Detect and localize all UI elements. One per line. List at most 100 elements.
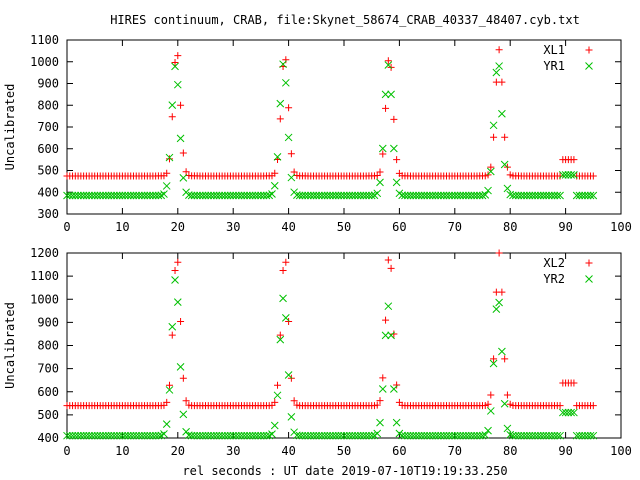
data-point bbox=[281, 313, 290, 322]
data-point bbox=[348, 431, 357, 440]
y-tick-label: 700 bbox=[37, 362, 59, 376]
data-point bbox=[384, 61, 393, 69]
data-point bbox=[179, 149, 187, 157]
data-point bbox=[276, 115, 284, 123]
data-point bbox=[110, 431, 118, 440]
data-point bbox=[99, 431, 107, 440]
data-point bbox=[63, 431, 71, 440]
data-point bbox=[271, 169, 279, 177]
data-point bbox=[223, 431, 232, 440]
data-point bbox=[359, 431, 368, 440]
data-point bbox=[381, 90, 390, 99]
data-point bbox=[79, 191, 88, 200]
data-point bbox=[107, 431, 116, 440]
data-point bbox=[96, 191, 105, 200]
x-tick-label: 70 bbox=[448, 444, 462, 458]
data-point bbox=[251, 431, 260, 440]
data-point bbox=[384, 57, 392, 65]
data-point bbox=[473, 431, 481, 440]
data-point bbox=[115, 431, 124, 440]
y-axis-label: Uncalibrated bbox=[3, 302, 17, 389]
data-point bbox=[556, 191, 564, 200]
data-point bbox=[403, 431, 412, 440]
data-point bbox=[187, 431, 196, 440]
data-point bbox=[331, 431, 340, 440]
data-point bbox=[160, 430, 168, 438]
data-point bbox=[137, 431, 146, 440]
data-point bbox=[412, 191, 420, 200]
data-point bbox=[165, 386, 174, 394]
data-point bbox=[393, 156, 401, 164]
data-point bbox=[209, 191, 218, 200]
data-point bbox=[193, 431, 202, 440]
legend-marker bbox=[585, 46, 593, 54]
data-point bbox=[439, 431, 448, 440]
data-point bbox=[245, 191, 254, 200]
data-point bbox=[353, 191, 362, 200]
data-point bbox=[564, 170, 573, 179]
data-point bbox=[229, 431, 238, 440]
data-point bbox=[237, 191, 246, 200]
data-point bbox=[522, 191, 531, 200]
data-point bbox=[500, 160, 509, 169]
data-point bbox=[382, 104, 390, 112]
data-point bbox=[509, 431, 517, 440]
y-tick-label: 400 bbox=[37, 185, 59, 199]
data-point bbox=[182, 168, 190, 176]
data-point bbox=[154, 431, 163, 440]
data-point bbox=[323, 431, 332, 440]
data-point bbox=[340, 191, 348, 200]
data-point bbox=[187, 191, 196, 200]
y-tick-label: 600 bbox=[37, 385, 59, 399]
y-tick-label: 900 bbox=[37, 77, 59, 91]
data-point bbox=[453, 191, 462, 200]
data-point bbox=[567, 408, 575, 417]
data-point bbox=[484, 400, 492, 408]
data-point bbox=[326, 191, 335, 200]
data-point bbox=[146, 191, 154, 200]
data-point bbox=[459, 191, 467, 200]
data-point bbox=[209, 431, 218, 440]
data-point bbox=[376, 168, 384, 176]
data-point bbox=[173, 80, 182, 89]
data-point bbox=[522, 431, 531, 440]
data-point bbox=[271, 398, 279, 406]
data-point bbox=[121, 431, 130, 440]
data-point bbox=[340, 431, 348, 440]
data-point bbox=[285, 104, 293, 112]
data-point bbox=[437, 431, 445, 440]
data-point bbox=[486, 167, 495, 176]
plot-frame bbox=[66, 39, 622, 215]
series-YR2 bbox=[63, 276, 598, 440]
data-point bbox=[525, 431, 534, 440]
data-point bbox=[85, 431, 94, 440]
data-point bbox=[470, 191, 479, 200]
data-point bbox=[196, 191, 204, 200]
data-point bbox=[503, 184, 512, 193]
data-point bbox=[218, 431, 226, 440]
data-point bbox=[320, 431, 329, 440]
data-point bbox=[525, 191, 534, 200]
data-point bbox=[490, 133, 498, 141]
data-point bbox=[384, 302, 393, 311]
data-point bbox=[174, 258, 182, 266]
data-point bbox=[423, 431, 431, 440]
data-point bbox=[334, 191, 343, 200]
data-point bbox=[179, 374, 187, 382]
y-tick-label: 1000 bbox=[30, 292, 59, 306]
data-point bbox=[362, 431, 371, 440]
data-point bbox=[168, 113, 176, 121]
data-point bbox=[517, 191, 526, 200]
data-point bbox=[240, 431, 249, 440]
data-point bbox=[439, 191, 448, 200]
x-tick-label: 90 bbox=[558, 220, 572, 234]
data-point bbox=[481, 191, 490, 199]
data-point bbox=[570, 408, 578, 417]
data-point bbox=[317, 191, 326, 200]
data-point bbox=[71, 431, 80, 440]
data-point bbox=[484, 426, 492, 435]
data-point bbox=[279, 294, 287, 303]
data-point bbox=[414, 431, 423, 440]
data-point bbox=[575, 191, 584, 200]
data-point bbox=[428, 431, 437, 440]
